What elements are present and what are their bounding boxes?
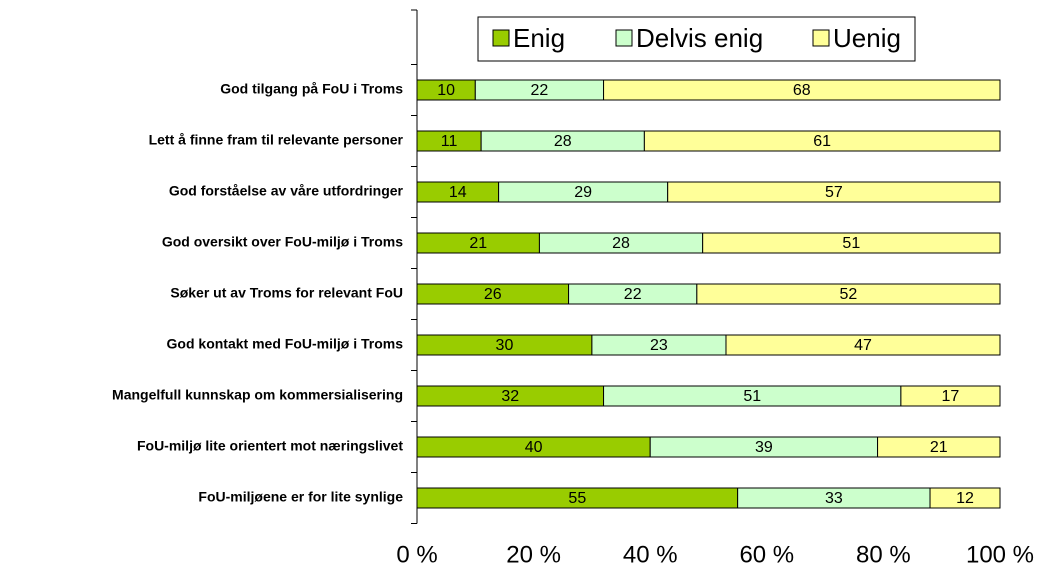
x-tick-label: 100 %	[966, 541, 1034, 568]
category-label: FoU-miljø lite orientert mot næringslive…	[137, 438, 403, 454]
data-label: 23	[650, 337, 668, 354]
data-label: 68	[793, 82, 811, 99]
data-label: 51	[743, 388, 761, 405]
data-label: 21	[930, 439, 948, 456]
legend-label: Uenig	[833, 23, 901, 53]
data-label: 22	[531, 82, 549, 99]
x-tick-label: 80 %	[856, 541, 911, 568]
bar-segment	[900, 385, 1001, 407]
bar-segment	[667, 181, 1001, 203]
data-label: 57	[825, 184, 843, 201]
category-label: Mangelfull kunnskap om kommersialisering	[112, 387, 403, 403]
data-label: 55	[568, 490, 586, 507]
data-label: 52	[840, 286, 858, 303]
legend-label: Enig	[513, 23, 565, 53]
data-label: 39	[755, 439, 773, 456]
bar-segment	[603, 79, 1001, 101]
data-label: 21	[469, 235, 487, 252]
category-label: God oversikt over FoU-miljø i Troms	[162, 234, 403, 250]
data-label: 14	[449, 184, 467, 201]
legend-swatch	[812, 29, 830, 47]
data-label: 28	[612, 235, 630, 252]
data-label: 12	[956, 490, 974, 507]
legend-label: Delvis enig	[636, 23, 763, 53]
bar-segment	[702, 232, 1001, 254]
category-label: Lett å finne fram til relevante personer	[149, 132, 404, 148]
bar-segment	[725, 334, 1001, 356]
data-label: 33	[825, 490, 843, 507]
data-label: 11	[441, 133, 458, 150]
bar-segment	[696, 283, 1001, 305]
data-label: 32	[501, 388, 519, 405]
bar-segment	[877, 436, 1001, 458]
data-label: 10	[437, 82, 455, 99]
data-label: 40	[525, 439, 543, 456]
x-tick-label: 20 %	[506, 541, 561, 568]
bar-segment	[929, 487, 1001, 509]
category-label: Søker ut av Troms for relevant FoU	[170, 285, 403, 301]
legend-swatch	[492, 29, 510, 47]
data-label: 28	[554, 133, 572, 150]
x-tick-label: 40 %	[623, 541, 678, 568]
data-label: 61	[813, 133, 831, 150]
data-label: 29	[574, 184, 592, 201]
data-label: 22	[624, 286, 642, 303]
legend-swatch	[615, 29, 633, 47]
data-label: 26	[484, 286, 502, 303]
data-label: 30	[496, 337, 514, 354]
category-label: God kontakt med FoU-miljø i Troms	[167, 336, 404, 352]
data-label: 47	[854, 337, 872, 354]
category-label: FoU-miljøene er for lite synlige	[198, 489, 403, 505]
x-tick-label: 0 %	[396, 541, 437, 568]
data-label: 51	[842, 235, 860, 252]
data-label: 17	[942, 388, 960, 405]
bar-segment	[643, 130, 1001, 152]
category-label: God forståelse av våre utfordringer	[169, 183, 404, 199]
x-tick-label: 60 %	[739, 541, 794, 568]
category-label: God tilgang på FoU i Troms	[220, 81, 403, 97]
legend-box	[477, 16, 916, 62]
